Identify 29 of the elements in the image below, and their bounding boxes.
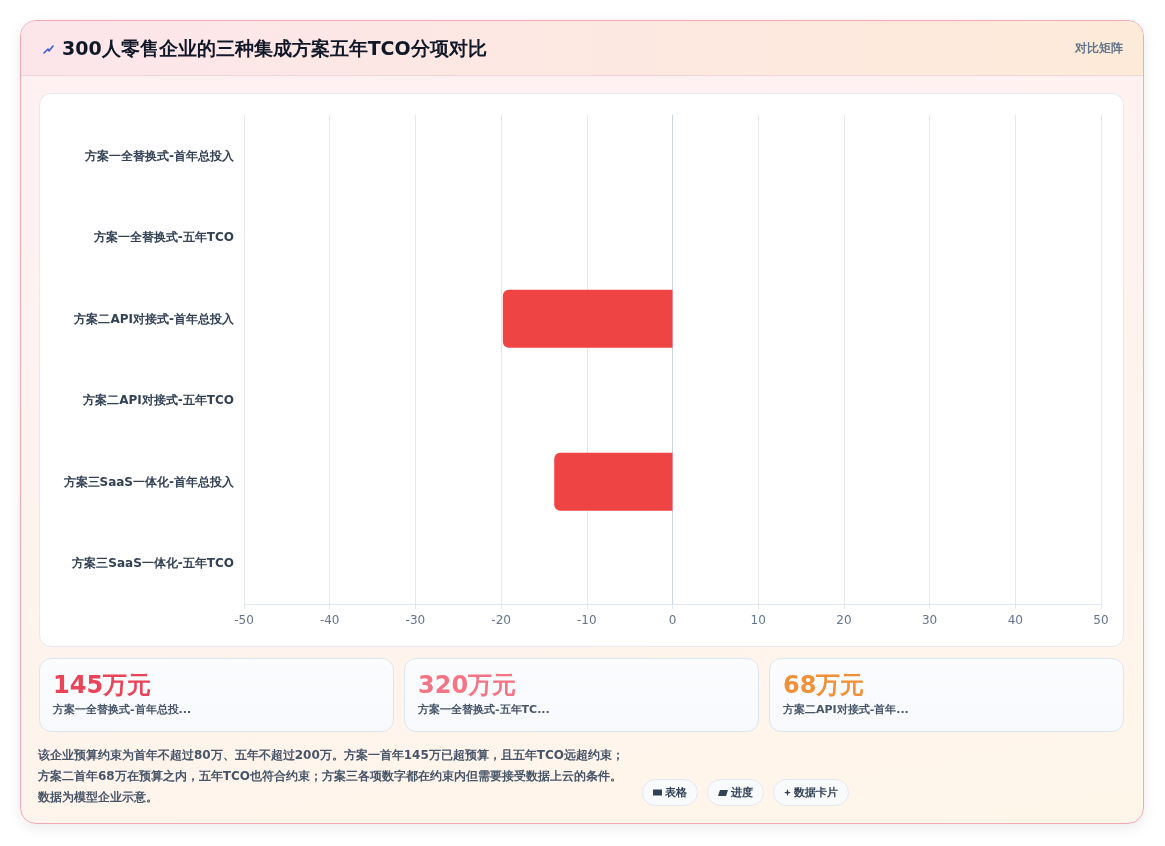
text: 进度 <box>731 785 753 800</box>
text: 145万元 <box>53 670 153 700</box>
x-tick-label: -50 <box>234 613 254 627</box>
x-tick-label: -40 <box>319 613 340 627</box>
text: 数据卡片 <box>794 785 838 800</box>
x-tick-label: 40 <box>1007 613 1023 627</box>
y-tick-label: 方案一全替换式-五年TCO <box>92 230 234 245</box>
text: 表格 <box>665 785 687 800</box>
text: 该企业预算约束为首年不超过80万、五年不超过200万。方案一首年145万已超预算，且五年TCO远超约束；方案二首年68万在预算之内，五年TCO也符合约束；方案三各项数字都在约束内但需要接受数据上云的条件。数据为模型企业示意。 <box>38 747 625 806</box>
y-tick-label: 方案三SaaS一体化-首年总投入 <box>62 474 235 489</box>
x-tick-label: 10 <box>750 613 766 627</box>
x-tick-label: 20 <box>836 613 852 627</box>
y-tick-label: 方案二API对接式-首年总投入 <box>73 311 235 326</box>
text: 方案一全替换式-五年TC... <box>418 702 551 718</box>
text: 方案一全替换式-首年总投... <box>53 702 193 718</box>
x-tick-label: 50 <box>1093 613 1109 627</box>
text: 对比矩阵 <box>1075 40 1123 57</box>
x-tick-label: 0 <box>668 613 677 627</box>
chart-title: 300人零售企业的三种集成方案五年TCO分项对比 <box>62 36 487 61</box>
text: 320万元 <box>418 670 518 700</box>
text: 方案二API对接式-首年... <box>783 702 910 718</box>
y-tick-label: 方案二API对接式-五年TCO <box>82 393 234 408</box>
text: 68万元 <box>783 670 866 700</box>
x-tick-label: -10 <box>577 613 597 627</box>
y-tick-label: 方案一全替换式-首年总投入 <box>84 148 235 163</box>
x-tick-label: 30 <box>921 613 938 627</box>
y-tick-label: 方案三SaaS一体化-五年TCO <box>71 556 234 571</box>
x-tick-label: -30 <box>405 613 426 627</box>
x-tick-label: -20 <box>491 613 511 627</box>
